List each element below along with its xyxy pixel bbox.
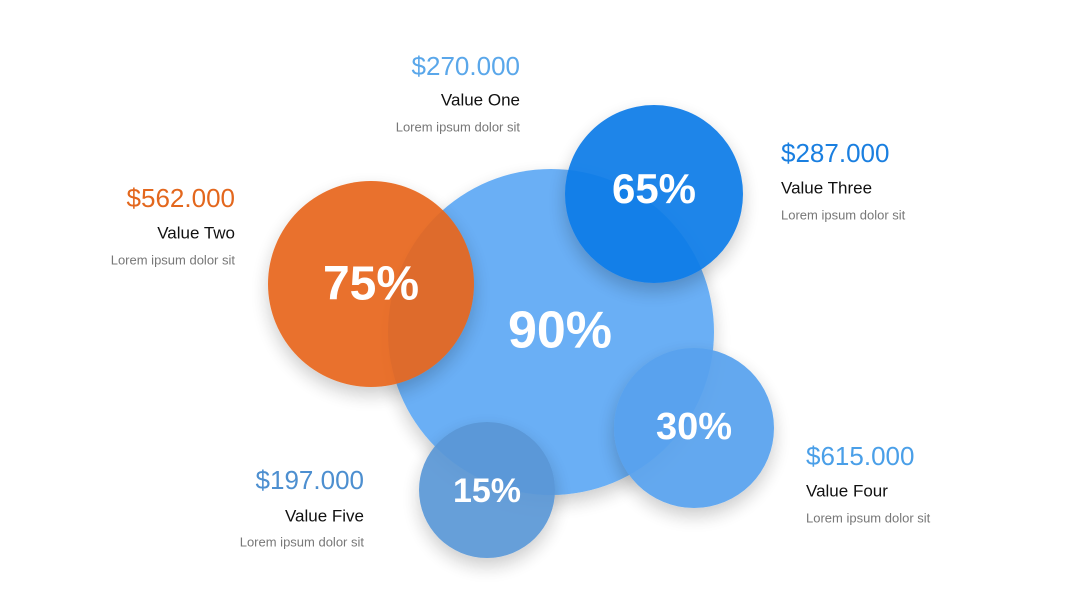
item-name: Value Four xyxy=(806,481,888,500)
bubble xyxy=(268,181,474,387)
amount: $197.000 xyxy=(256,465,364,495)
bubble xyxy=(614,348,774,508)
bubble-label: 30% xyxy=(656,406,732,448)
item-desc: Lorem ipsum dolor sit xyxy=(111,252,236,267)
item-desc: Lorem ipsum dolor sit xyxy=(396,119,521,134)
amount: $615.000 xyxy=(806,441,914,471)
item-desc: Lorem ipsum dolor sit xyxy=(806,510,931,525)
item-name: Value Five xyxy=(285,506,364,525)
item-desc: Lorem ipsum dolor sit xyxy=(781,207,906,222)
item-name: Value Two xyxy=(157,223,235,242)
bubble xyxy=(419,422,555,558)
bubble-label: 90% xyxy=(508,302,612,360)
bubble xyxy=(565,105,743,283)
item-name: Value Three xyxy=(781,178,872,197)
item-desc: Lorem ipsum dolor sit xyxy=(240,534,365,549)
bubble-label: 15% xyxy=(453,472,521,510)
amount: $562.000 xyxy=(127,183,235,213)
amount: $270.000 xyxy=(412,51,520,81)
bubble-label: 75% xyxy=(323,258,419,311)
bubble-label: 65% xyxy=(612,165,696,212)
amount: $287.000 xyxy=(781,138,889,168)
item-name: Value One xyxy=(441,90,520,109)
